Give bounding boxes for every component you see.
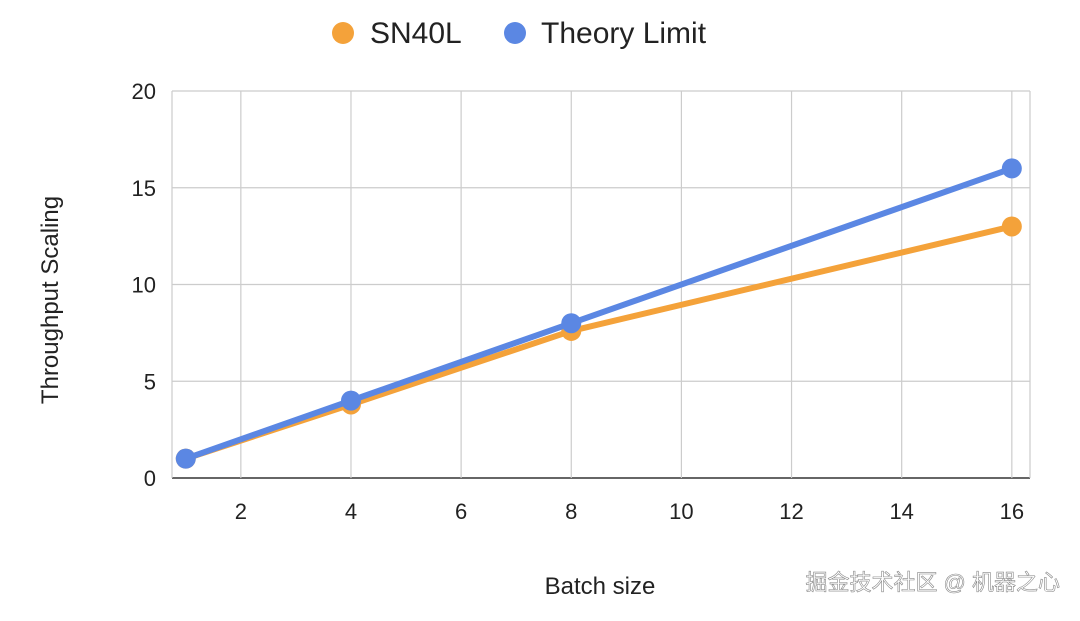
- x-tick-label: 14: [889, 499, 913, 524]
- x-tick-label: 2: [235, 499, 247, 524]
- y-tick-label: 5: [144, 369, 156, 394]
- x-tick-label: 16: [1000, 499, 1024, 524]
- series-line-0: [184, 223, 1013, 462]
- legend-marker: [332, 22, 354, 44]
- x-tick-label: 12: [779, 499, 803, 524]
- x-tick-label: 10: [669, 499, 693, 524]
- data-point: [1001, 158, 1022, 179]
- legend-label: SN40L: [370, 17, 462, 50]
- y-tick-label: 15: [132, 176, 156, 201]
- series-layer: [175, 158, 1022, 469]
- y-tick-label: 0: [144, 466, 156, 491]
- legend-marker: [504, 22, 526, 44]
- watermark: 掘金技术社区 @ 机器之心: [805, 570, 1060, 595]
- data-point: [175, 448, 196, 469]
- x-axis-ticks: 2 4 6 8 10 12 14 16: [235, 499, 1024, 524]
- x-axis-label: Batch size: [545, 573, 656, 600]
- data-point: [561, 313, 582, 334]
- x-tick-label: 6: [455, 499, 467, 524]
- x-tick-label: 4: [345, 499, 357, 524]
- y-tick-label: 10: [132, 273, 156, 298]
- legend-label: Theory Limit: [541, 17, 707, 50]
- legend: SN40L Theory Limit: [332, 17, 707, 50]
- series-line-1: [184, 165, 1013, 462]
- grid: [171, 90, 1031, 479]
- y-tick-label: 20: [132, 79, 156, 104]
- data-point: [1001, 216, 1022, 237]
- x-tick-label: 8: [565, 499, 577, 524]
- y-axis-ticks: 0 5 10 15 20: [132, 79, 156, 491]
- data-point: [340, 390, 361, 411]
- y-axis-label: Throughput Scaling: [37, 196, 64, 404]
